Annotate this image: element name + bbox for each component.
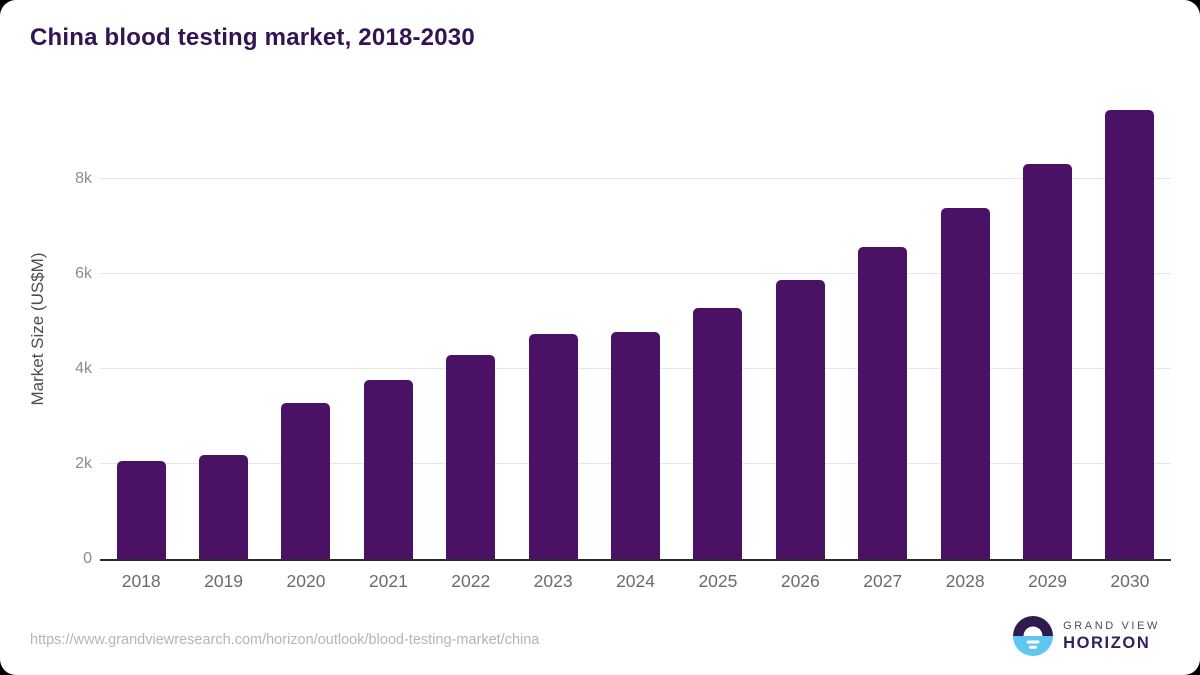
bar-2024	[611, 331, 661, 559]
bar-column-2025	[677, 99, 759, 559]
bar-2028	[940, 207, 990, 559]
x-tick-2028: 2028	[945, 571, 985, 591]
x-tick-2018: 2018	[121, 571, 161, 591]
bar-column-2021	[347, 99, 429, 559]
bar-2030	[1105, 109, 1155, 559]
gridline-6k	[100, 272, 1171, 274]
x-tick-2021: 2021	[368, 571, 408, 591]
bar-2018	[116, 461, 166, 559]
bar-2020	[281, 403, 331, 559]
horizon-sunset-icon	[1013, 616, 1054, 656]
bar-series	[100, 99, 1171, 559]
source-url: https://www.grandviewresearch.com/horizo…	[30, 632, 540, 648]
x-tick-2027: 2027	[863, 571, 903, 591]
x-tick-2019: 2019	[204, 571, 244, 591]
bar-column-2023	[512, 99, 594, 559]
bar-column-2022	[430, 99, 512, 559]
bar-2026	[775, 279, 825, 559]
bar-2025	[693, 307, 743, 559]
brand-name-top: GRAND VIEW	[1063, 619, 1160, 632]
x-tick-2020: 2020	[286, 571, 326, 591]
bar-column-2020	[265, 99, 347, 559]
y-tick-2k: 2k	[75, 454, 92, 472]
bar-column-2026	[759, 99, 841, 559]
brand-logo: GRAND VIEW HORIZON	[1013, 616, 1160, 656]
x-axis-labels: 2018 2019 2020 2021 2022 2023 2024 2025 2026 2027…	[100, 571, 1171, 592]
x-tick-2026: 2026	[780, 571, 820, 591]
plot-area	[100, 99, 1171, 561]
chart-title: China blood testing market, 2018-2030	[30, 24, 475, 51]
bar-2023	[528, 333, 578, 559]
bar-column-2030	[1089, 99, 1171, 559]
bar-2021	[363, 379, 413, 559]
bar-2027	[858, 246, 908, 559]
bar-column-2029	[1006, 99, 1088, 559]
bar-2029	[1022, 163, 1072, 559]
bar-2022	[446, 355, 496, 559]
gridline-8k	[100, 177, 1171, 179]
y-axis-ticks: 0 2k 4k 6k 8k	[0, 99, 92, 567]
y-tick-6k: 6k	[75, 264, 92, 282]
brand-logo-text: GRAND VIEW HORIZON	[1063, 620, 1160, 653]
x-tick-2024: 2024	[616, 571, 655, 591]
brand-name-bottom: HORIZON	[1063, 633, 1151, 652]
bar-column-2027	[842, 99, 924, 559]
x-tick-2029: 2029	[1028, 571, 1067, 591]
bar-2019	[199, 454, 249, 559]
y-tick-8k: 8k	[75, 169, 92, 187]
x-tick-2030: 2030	[1110, 571, 1150, 591]
bar-column-2024	[594, 99, 676, 559]
bar-column-2018	[100, 99, 182, 559]
y-tick-4k: 4k	[75, 359, 92, 377]
x-tick-2023: 2023	[533, 571, 573, 591]
y-tick-0: 0	[83, 550, 92, 567]
x-tick-2022: 2022	[451, 571, 491, 591]
bar-column-2028	[924, 99, 1006, 559]
bar-column-2019	[182, 99, 264, 559]
x-tick-2025: 2025	[698, 571, 738, 591]
